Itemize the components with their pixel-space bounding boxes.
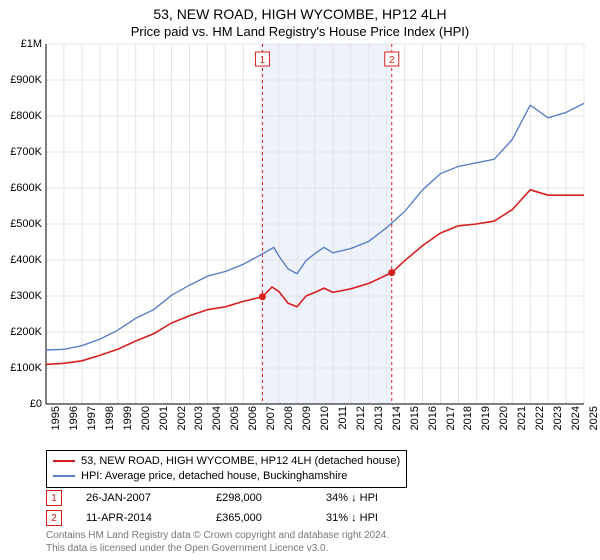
x-tick-label: 2023 [552, 406, 564, 446]
y-tick-label: £100K [2, 362, 42, 374]
sale-marker: 1 [46, 490, 62, 506]
sale-date: 26-JAN-2007 [86, 492, 216, 504]
sale-price: £365,000 [216, 512, 326, 524]
legend: 53, NEW ROAD, HIGH WYCOMBE, HP12 4LH (de… [46, 450, 407, 488]
x-tick-label: 2014 [391, 406, 403, 446]
y-tick-label: £900K [2, 74, 42, 86]
x-tick-label: 2011 [337, 406, 349, 446]
x-tick-label: 2006 [247, 406, 259, 446]
y-tick-label: £200K [2, 326, 42, 338]
x-tick-label: 2010 [319, 406, 331, 446]
x-tick-label: 2019 [480, 406, 492, 446]
y-tick-label: £1M [2, 38, 42, 50]
legend-swatch [53, 475, 75, 477]
legend-item: 53, NEW ROAD, HIGH WYCOMBE, HP12 4LH (de… [53, 454, 400, 469]
x-tick-label: 2001 [158, 406, 170, 446]
x-tick-label: 1998 [104, 406, 116, 446]
chart-title: 53, NEW ROAD, HIGH WYCOMBE, HP12 4LH [0, 0, 600, 22]
sale-row: 1 26-JAN-2007£298,00034% ↓ HPI [46, 490, 426, 506]
x-tick-label: 2021 [516, 406, 528, 446]
credit-line2: This data is licensed under the Open Gov… [46, 543, 389, 556]
sale-date: 11-APR-2014 [86, 512, 216, 524]
x-tick-label: 2009 [301, 406, 313, 446]
x-tick-label: 2016 [427, 406, 439, 446]
sales-list: 1 26-JAN-2007£298,00034% ↓ HPI 2 11-APR-201… [46, 490, 426, 530]
y-tick-label: £300K [2, 290, 42, 302]
x-tick-label: 2002 [176, 406, 188, 446]
plot-area: 12 [46, 44, 584, 404]
svg-text:1: 1 [260, 55, 266, 66]
x-tick-label: 2024 [570, 406, 582, 446]
sale-pct: 31% ↓ HPI [326, 512, 426, 524]
x-tick-label: 2000 [140, 406, 152, 446]
x-tick-label: 2004 [211, 406, 223, 446]
x-tick-label: 2012 [355, 406, 367, 446]
x-tick-label: 2020 [498, 406, 510, 446]
x-tick-label: 2025 [588, 406, 600, 446]
x-tick-label: 2018 [462, 406, 474, 446]
sale-price: £298,000 [216, 492, 326, 504]
x-tick-label: 2022 [534, 406, 546, 446]
x-tick-label: 2007 [265, 406, 277, 446]
credit-line1: Contains HM Land Registry data © Crown c… [46, 530, 389, 543]
x-tick-label: 1995 [50, 406, 62, 446]
y-tick-label: £600K [2, 182, 42, 194]
y-tick-label: £0 [2, 398, 42, 410]
legend-label: 53, NEW ROAD, HIGH WYCOMBE, HP12 4LH (de… [81, 454, 400, 469]
credit-text: Contains HM Land Registry data © Crown c… [46, 530, 389, 555]
legend-swatch [53, 460, 75, 462]
chart-subtitle: Price paid vs. HM Land Registry's House … [0, 22, 600, 39]
x-tick-label: 2015 [409, 406, 421, 446]
y-tick-label: £700K [2, 146, 42, 158]
y-tick-label: £800K [2, 110, 42, 122]
x-tick-label: 1997 [86, 406, 98, 446]
x-tick-label: 1999 [122, 406, 134, 446]
x-tick-label: 2013 [373, 406, 385, 446]
x-tick-label: 1996 [68, 406, 80, 446]
sale-pct: 34% ↓ HPI [326, 492, 426, 504]
chart-container: 53, NEW ROAD, HIGH WYCOMBE, HP12 4LH Pri… [0, 0, 600, 39]
x-tick-label: 2003 [193, 406, 205, 446]
svg-text:2: 2 [389, 55, 395, 66]
legend-item: HPI: Average price, detached house, Buck… [53, 469, 400, 484]
x-tick-label: 2008 [283, 406, 295, 446]
sale-row: 2 11-APR-2014£365,00031% ↓ HPI [46, 510, 426, 526]
sale-marker: 2 [46, 510, 62, 526]
x-tick-label: 2005 [229, 406, 241, 446]
x-tick-label: 2017 [445, 406, 457, 446]
y-tick-label: £500K [2, 218, 42, 230]
legend-label: HPI: Average price, detached house, Buck… [81, 469, 347, 484]
y-tick-label: £400K [2, 254, 42, 266]
